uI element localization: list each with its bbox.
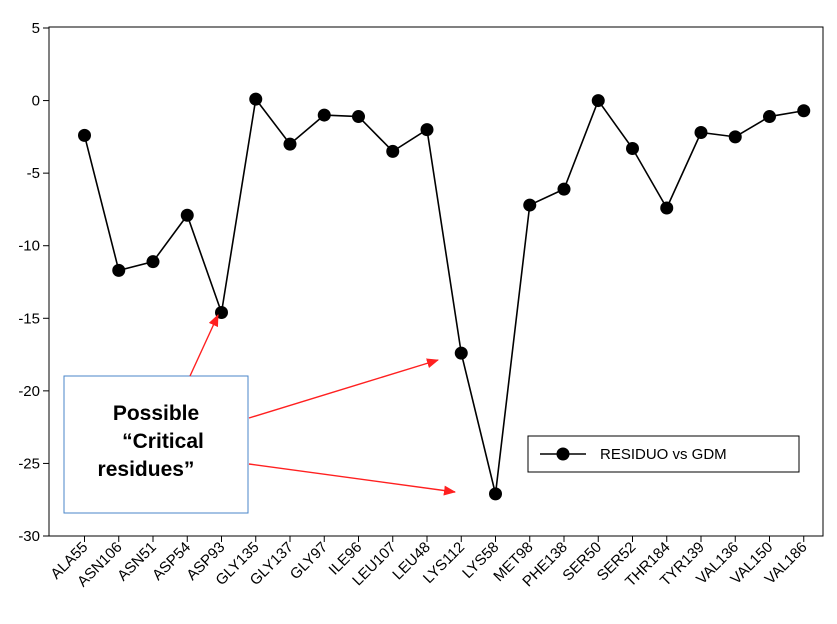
annotation-text-line: “Critical — [122, 430, 204, 453]
x-tick-label: GLY97 — [287, 539, 331, 583]
y-tick-label: 0 — [32, 93, 40, 110]
legend-marker-swatch — [556, 447, 570, 461]
data-point — [352, 110, 365, 124]
data-point — [283, 137, 297, 151]
plot-area-frame — [48, 26, 824, 537]
y-tick-label: 5 — [32, 20, 40, 37]
series-layer — [78, 92, 811, 501]
data-point — [591, 94, 605, 108]
data-point — [146, 255, 160, 269]
data-point — [249, 92, 263, 106]
data-point — [763, 110, 776, 124]
data-point — [386, 144, 400, 158]
data-point — [728, 130, 742, 144]
series-line — [83, 97, 804, 495]
y-tick-label: -20 — [18, 383, 40, 400]
data-point — [489, 487, 502, 501]
y-tick-label: -5 — [27, 165, 40, 182]
annotation-text-line: residues” — [98, 458, 195, 481]
legend: RESIDUO vs GDM — [527, 435, 800, 473]
data-point — [112, 263, 126, 277]
y-tick-label: -15 — [18, 310, 40, 327]
data-point — [557, 182, 571, 196]
legend-label: RESIDUO vs GDM — [600, 446, 727, 463]
y-tick-label: -10 — [18, 238, 40, 255]
annotation-arrow — [189, 314, 219, 377]
data-point — [317, 108, 331, 122]
annotation-arrow — [248, 463, 456, 496]
annotation-text-line: Possible — [113, 402, 199, 425]
data-point — [523, 198, 537, 212]
x-axis: ALA55ASN106ASN51ASP54ASP93GLY135GLY137GL… — [47, 536, 811, 590]
annotation-box — [63, 375, 249, 514]
data-point — [180, 208, 194, 222]
y-tick-label: -30 — [18, 528, 40, 545]
data-point — [694, 126, 708, 140]
annotation-arrow — [248, 358, 439, 419]
data-point — [797, 104, 811, 118]
data-point — [626, 141, 639, 155]
x-tick-label: ASN51 — [114, 539, 160, 585]
data-point — [420, 123, 434, 137]
y-axis: 5 0 -5 -10 -15 -20 -25 -30 — [18, 20, 49, 545]
data-point — [660, 201, 674, 215]
annotation: Possible “Critical residues” — [63, 314, 456, 514]
data-point — [454, 346, 468, 360]
data-point — [78, 128, 91, 142]
y-tick-label: -25 — [18, 455, 40, 472]
